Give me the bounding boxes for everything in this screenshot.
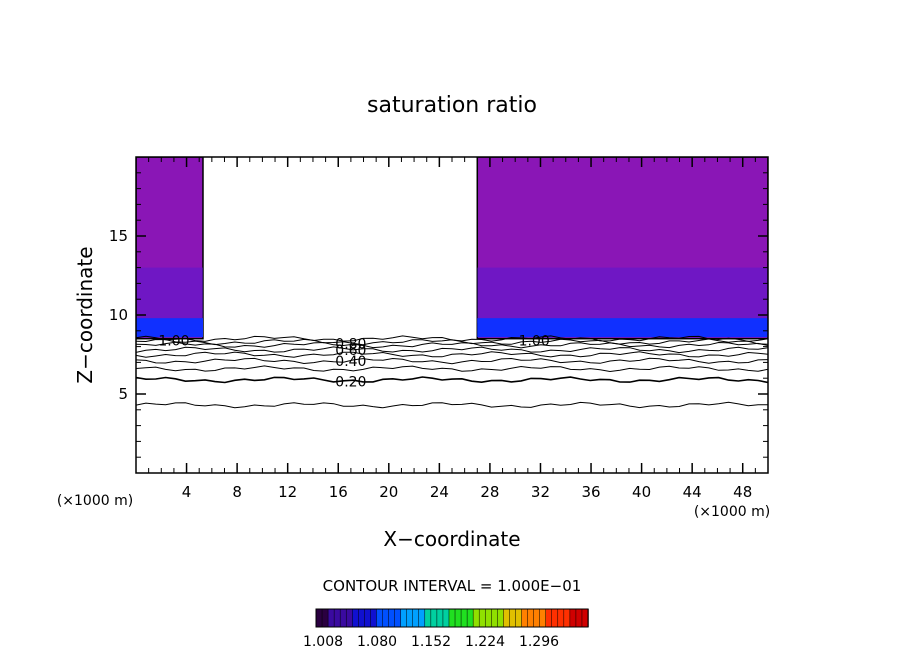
contour-field — [136, 157, 768, 340]
colorbar-segment — [503, 608, 511, 628]
y-axis: 5 10 15 — [109, 172, 768, 458]
colorbar-segment — [364, 608, 372, 628]
colorbar-tick-label: 1.008 — [303, 634, 343, 650]
contour-line — [136, 365, 768, 373]
x-axis: 4 8 12 16 20 24 28 32 36 40 44 48 — [148, 157, 756, 501]
colorbar-segment — [442, 608, 450, 628]
colorbar-segment — [412, 608, 420, 628]
saturation-base-layer — [136, 318, 203, 338]
x-tick-label: 48 — [733, 483, 752, 501]
colorbar-segment — [533, 608, 541, 628]
y-tick-label: 5 — [118, 385, 128, 403]
y-tick-label: 10 — [109, 306, 128, 324]
chart-title: saturation ratio — [367, 93, 537, 118]
colorbar-segment — [321, 608, 329, 628]
x-axis-unit-left: (×1000 m) — [57, 493, 133, 509]
colorbar-segment — [545, 608, 553, 628]
contour-label: 0.80 — [335, 336, 366, 352]
colorbar-tick-label: 1.080 — [357, 634, 397, 650]
colorbar-segment — [376, 608, 384, 628]
colorbar-segment — [521, 608, 529, 628]
contour-line — [136, 351, 768, 358]
colorbar-segment — [424, 608, 432, 628]
saturation-band — [136, 267, 203, 323]
colorbar-segment — [352, 608, 360, 628]
x-tick-label: 44 — [683, 483, 702, 501]
colorbar-segment — [551, 608, 559, 628]
colorbar-segment — [460, 608, 468, 628]
colorbar-segment — [394, 608, 402, 628]
x-tick-label: 40 — [632, 483, 651, 501]
colorbar-segment — [478, 608, 486, 628]
colorbar-segment — [358, 608, 366, 628]
saturation-base-layer — [477, 318, 768, 338]
contour-label: 1.00 — [519, 333, 550, 349]
contour-label: 0.20 — [335, 374, 366, 390]
colorbar-segment — [388, 608, 396, 628]
contour-labels: 1.00 1.00 0.800.600.40 0.20 — [158, 333, 549, 390]
colorbar-segment — [497, 608, 505, 628]
x-tick-label: 16 — [329, 483, 348, 501]
colorbar-segment — [345, 608, 354, 628]
contour-label: 1.00 — [158, 333, 189, 349]
contour-line — [136, 346, 768, 354]
colorbar-segment — [527, 608, 535, 628]
colorbar-segment — [430, 608, 438, 628]
colorbar-segment — [472, 608, 480, 628]
x-tick-label: 24 — [430, 483, 449, 501]
colorbar-segment — [575, 608, 583, 628]
colorbar-segment — [466, 608, 474, 628]
colorbar-segment — [382, 608, 390, 628]
contour-label: 0.40 — [335, 354, 366, 370]
x-tick-label: 8 — [232, 483, 242, 501]
colorbar-segment — [491, 608, 499, 628]
colorbar-tick-label: 1.152 — [411, 634, 451, 650]
colorbar-segment — [454, 608, 462, 628]
x-axis-unit-right: (×1000 m) — [694, 504, 770, 520]
x-tick-label: 12 — [278, 483, 297, 501]
colorbar-segment — [563, 608, 571, 628]
contour-interval-label: CONTOUR INTERVAL = 1.000E−01 — [323, 577, 582, 595]
colorbar-segment — [339, 608, 347, 628]
x-tick-label: 4 — [182, 483, 192, 501]
x-tick-label: 28 — [480, 483, 499, 501]
contour-line — [136, 401, 768, 409]
colorbar-tick-labels: 1.008 1.080 1.152 1.224 1.296 — [303, 634, 559, 650]
colorbar-segment — [400, 608, 408, 628]
colorbar-segment — [333, 608, 341, 628]
saturation-band — [477, 267, 768, 323]
colorbar-tick-label: 1.296 — [519, 634, 559, 650]
colorbar-segment — [539, 608, 547, 628]
colorbar-tick-label: 1.224 — [465, 634, 505, 650]
colorbar-segment — [484, 608, 493, 628]
colorbar — [315, 608, 589, 628]
contour-line — [136, 376, 768, 384]
colorbar-segment — [509, 608, 517, 628]
colorbar-frame — [315, 608, 589, 628]
y-axis-label: Z−coordinate — [73, 246, 97, 383]
contour-lines — [136, 335, 768, 409]
y-tick-label: 15 — [109, 227, 128, 245]
x-axis-label: X−coordinate — [383, 527, 520, 551]
colorbar-segment — [557, 608, 565, 628]
colorbar-segment — [370, 608, 378, 628]
colorbar-segment — [315, 608, 323, 628]
contour-line — [136, 335, 768, 342]
contour-label: 0.60 — [335, 343, 366, 359]
colorbar-segment — [418, 608, 426, 628]
colorbar-segment — [436, 608, 444, 628]
colorbar-segment — [515, 608, 523, 628]
x-tick-label: 20 — [379, 483, 398, 501]
colorbar-segment — [406, 608, 414, 628]
x-tick-label: 36 — [581, 483, 600, 501]
contour-line — [136, 357, 768, 365]
colorbar-segment — [327, 608, 335, 628]
colorbar-segment — [569, 608, 577, 628]
x-tick-label: 32 — [531, 483, 550, 501]
contour-line — [136, 341, 768, 349]
colorbar-segment — [448, 608, 456, 628]
